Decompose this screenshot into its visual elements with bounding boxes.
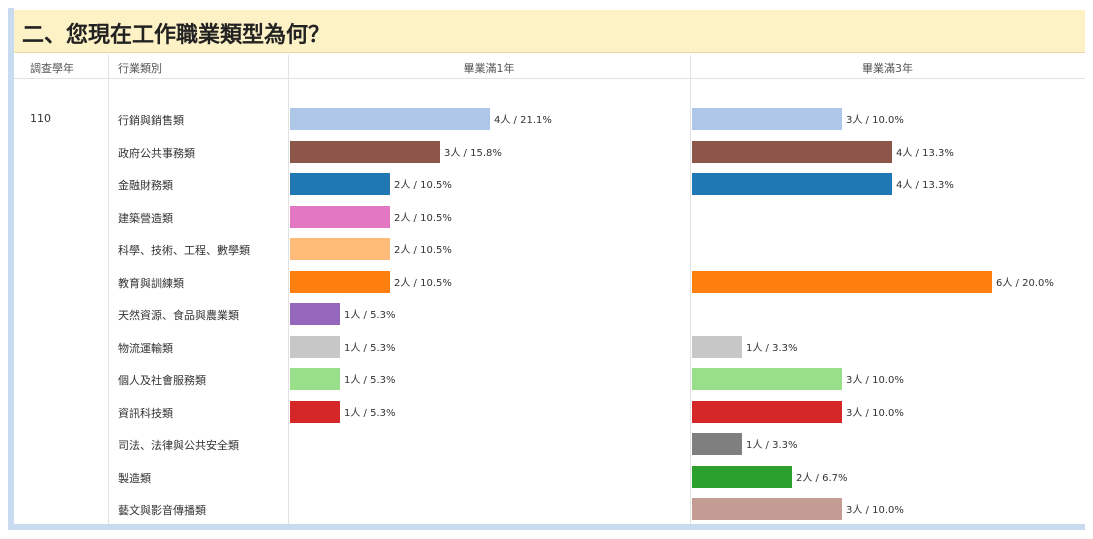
category: 天然資源、食品與農業類 [118, 309, 239, 322]
category: 個人及社會服務類 [118, 374, 206, 387]
data-label: 3人 / 10.0% [846, 115, 904, 126]
column-rule [288, 55, 289, 524]
bar [692, 368, 842, 390]
column-header: 畢業滿1年 [463, 62, 515, 75]
bar [692, 400, 842, 423]
data-label: 3人 / 15.8% [444, 147, 502, 159]
category: 製造類 [118, 471, 151, 485]
data-label: 3人 / 10.0% [846, 505, 904, 516]
category: 科學、技術、工程、數學類 [118, 244, 250, 257]
category: 行銷與銷售類 [118, 114, 184, 127]
category: 建築營造類 [118, 211, 173, 225]
data-label: 2人 / 6.7% [796, 472, 848, 484]
bar [692, 498, 842, 520]
bar [692, 173, 892, 195]
data-label: 4人 / 21.1% [494, 115, 552, 126]
category: 資訊科技類 [118, 406, 173, 420]
column-header: 畢業滿3年 [862, 62, 913, 75]
column-rule [690, 55, 691, 524]
category: 藝文與影音傳播類 [118, 504, 206, 517]
bar [290, 238, 390, 260]
column-header: 調查學年 [30, 62, 74, 75]
data-label: 1人 / 5.3% [344, 342, 396, 354]
bar [290, 335, 340, 358]
bar [692, 108, 842, 130]
data-label: 2人 / 10.5% [394, 212, 452, 224]
data-label: 1人 / 5.3% [344, 407, 396, 419]
bar [692, 270, 992, 293]
bar [692, 465, 792, 488]
header-rule [14, 78, 1085, 79]
bar [290, 205, 390, 228]
column-header: 行業類別 [118, 62, 162, 75]
title-bar: 二、您現在工作職業類型為何？ [14, 10, 1085, 53]
data-label: 4人 / 13.3% [896, 147, 954, 159]
frame [8, 8, 1085, 530]
year: 110 [30, 112, 51, 125]
data-label: 1人 / 3.3% [746, 342, 798, 354]
bar [290, 173, 390, 195]
category: 司法、法律與公共安全類 [118, 439, 239, 452]
bar [692, 335, 742, 358]
category: 物流運輸類 [118, 341, 173, 355]
data-label: 2人 / 10.5% [394, 180, 452, 191]
category: 教育與訓練類 [118, 276, 184, 290]
bar [290, 108, 490, 130]
column-rule [108, 55, 109, 524]
data-label: 2人 / 10.5% [394, 245, 452, 256]
title: 二、您現在工作職業類型為何？ [22, 23, 331, 48]
bar [290, 140, 440, 163]
data-label: 1人 / 5.3% [344, 310, 396, 321]
data-label: 3人 / 10.0% [846, 375, 904, 386]
data-label: 1人 / 5.3% [344, 375, 396, 386]
bar [290, 368, 340, 390]
data-label: 3人 / 10.0% [846, 407, 904, 419]
bar [692, 433, 742, 455]
data-label: 1人 / 3.3% [746, 440, 798, 451]
bar [692, 140, 892, 163]
category: 政府公共事務類 [118, 146, 195, 160]
bar [290, 270, 390, 293]
data-label: 6人 / 20.0% [996, 277, 1054, 289]
category: 金融財務類 [118, 179, 173, 192]
bar [290, 400, 340, 423]
bar [290, 303, 340, 325]
data-label: 2人 / 10.5% [394, 277, 452, 289]
data-label: 4人 / 13.3% [896, 180, 954, 191]
